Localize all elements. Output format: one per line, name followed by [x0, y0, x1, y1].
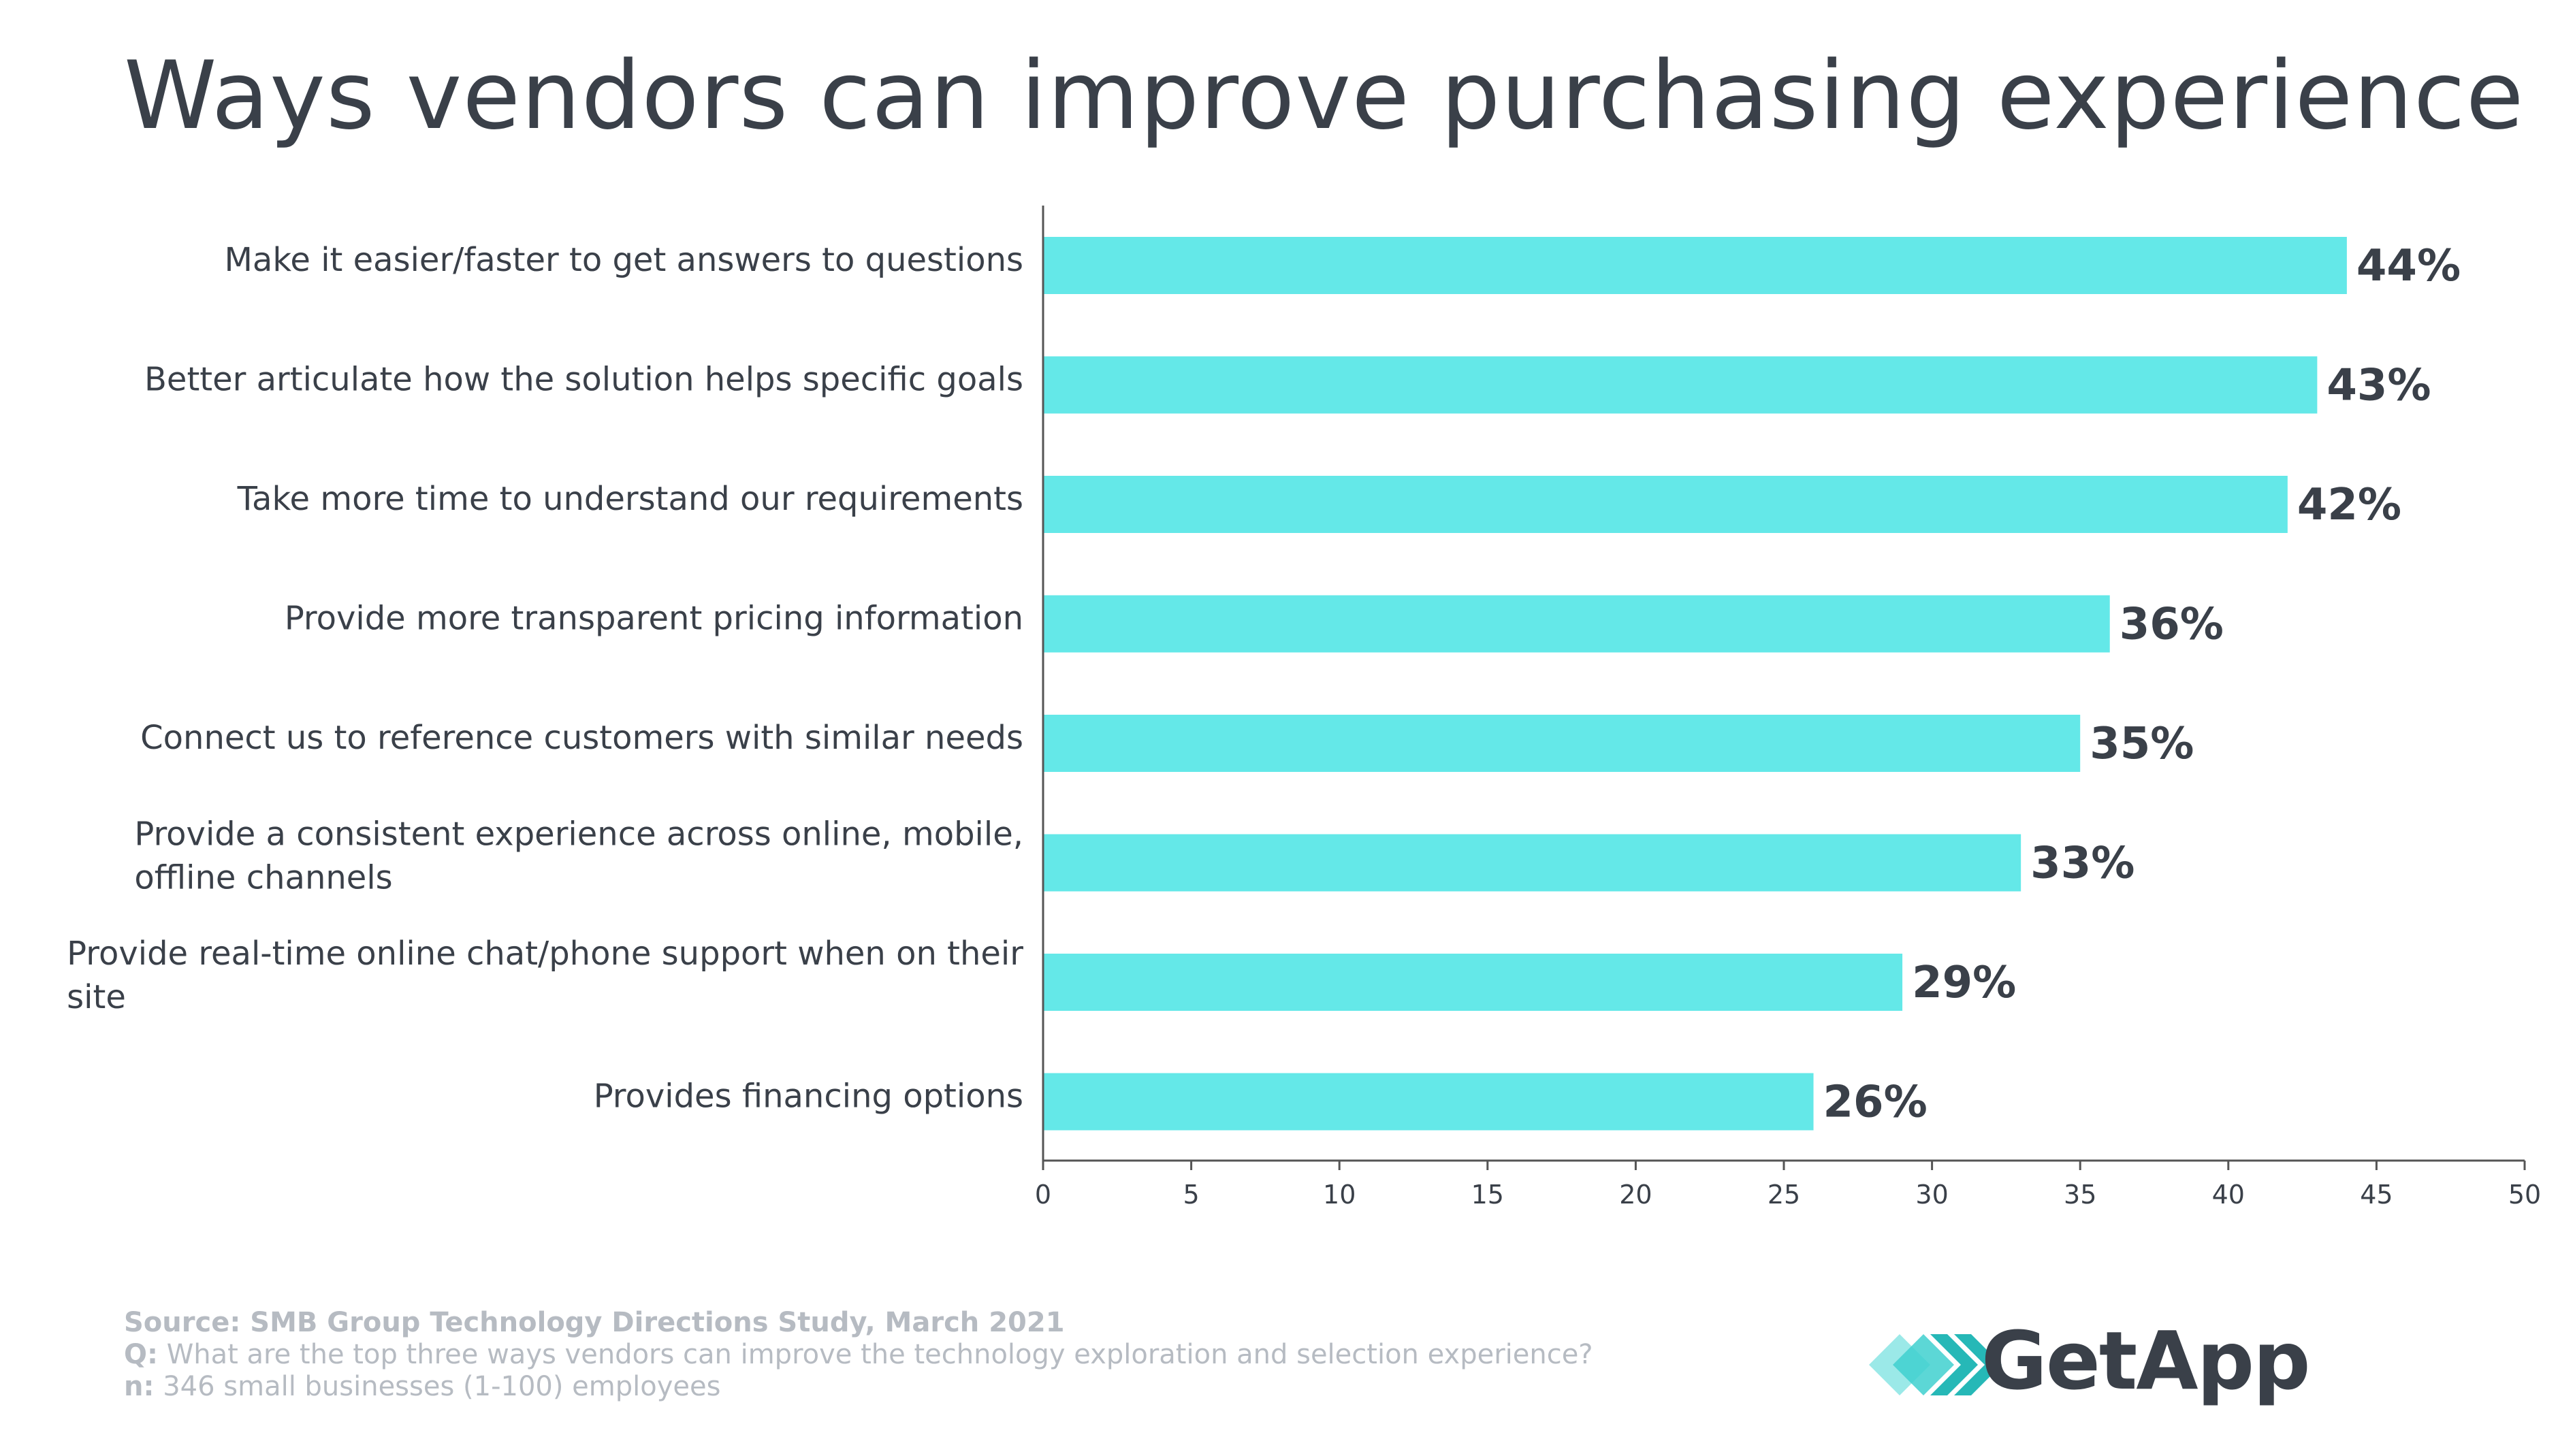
x-tick-label-7: 35	[2064, 1180, 2096, 1210]
logo-diamond-2	[1893, 1334, 1954, 1395]
value-label-0: 44%	[2356, 241, 2461, 291]
x-tick-label-2: 10	[1323, 1180, 1356, 1210]
question-note: Q: What are the top three ways vendors c…	[124, 1339, 1593, 1371]
logo-wordmark: GetApp	[1981, 1314, 2311, 1408]
category-label-2: Take more time to understand our require…	[237, 480, 1023, 518]
value-label-7: 26%	[1823, 1078, 1928, 1128]
bar-4	[1043, 715, 2081, 772]
value-label-3: 36%	[2120, 600, 2224, 650]
value-label-2: 42%	[2297, 480, 2401, 530]
chart-footer: Source: SMB Group Technology Directions …	[124, 1307, 1593, 1403]
x-tick-label-6: 30	[1915, 1180, 1948, 1210]
sample-note: n: 346 small businesses (1-100) employee…	[124, 1371, 1593, 1403]
value-label-4: 35%	[2090, 719, 2194, 769]
bar-1	[1043, 356, 2318, 414]
bar-3	[1043, 595, 2110, 653]
sample-text: 346 small businesses (1-100) employees	[154, 1371, 721, 1402]
x-tick-label-10: 50	[2508, 1180, 2541, 1210]
x-tick-label-8: 40	[2212, 1180, 2245, 1210]
question-label: Q:	[124, 1339, 158, 1370]
chart-title: Ways vendors can improve purchasing expe…	[124, 41, 2525, 150]
x-tick-label-9: 45	[2360, 1180, 2393, 1210]
category-line: offline channels	[134, 859, 392, 897]
bar-7	[1043, 1073, 1814, 1131]
x-tick-label-1: 5	[1183, 1180, 1200, 1210]
x-tick-label-4: 20	[1619, 1180, 1652, 1210]
sample-label: n:	[124, 1371, 155, 1402]
bar-2	[1043, 476, 2288, 533]
category-line: site	[67, 978, 126, 1016]
category-label-6: Provide real-time online chat/phone supp…	[67, 935, 1023, 1016]
value-label-5: 33%	[2030, 839, 2135, 889]
x-tick-label-3: 15	[1471, 1180, 1504, 1210]
category-line: Provide real-time online chat/phone supp…	[67, 935, 1023, 973]
bar-0	[1043, 237, 2347, 294]
value-label-6: 29%	[1912, 958, 2016, 1008]
x-tick-label-5: 25	[1768, 1180, 1800, 1210]
source-note: Source: SMB Group Technology Directions …	[124, 1307, 1065, 1338]
category-label-4: Connect us to reference customers with s…	[140, 719, 1023, 757]
getapp-logo-icon	[1869, 1334, 2002, 1395]
category-label-0: Make it easier/faster to get answers to …	[225, 241, 1024, 279]
value-label-1: 43%	[2327, 361, 2431, 411]
category-label-5: Provide a consistent experience across o…	[134, 815, 1023, 897]
category-label-3: Provide more transparent pricing informa…	[285, 600, 1023, 638]
logo-chevron-2	[1954, 1334, 2002, 1395]
category-label-7: Provides financing options	[594, 1078, 1023, 1116]
logo-chevron-1	[1930, 1334, 1978, 1395]
category-label-1: Better articulate how the solution helps…	[144, 361, 1023, 399]
bar-5	[1043, 834, 2021, 892]
x-tick-label-0: 0	[1035, 1180, 1051, 1210]
bar-6	[1043, 954, 1903, 1011]
category-line: Provide a consistent experience across o…	[134, 815, 1023, 854]
question-text: What are the top three ways vendors can …	[158, 1339, 1593, 1370]
bar-chart: 44% Make it easier/faster to get answers …	[67, 206, 2541, 1210]
